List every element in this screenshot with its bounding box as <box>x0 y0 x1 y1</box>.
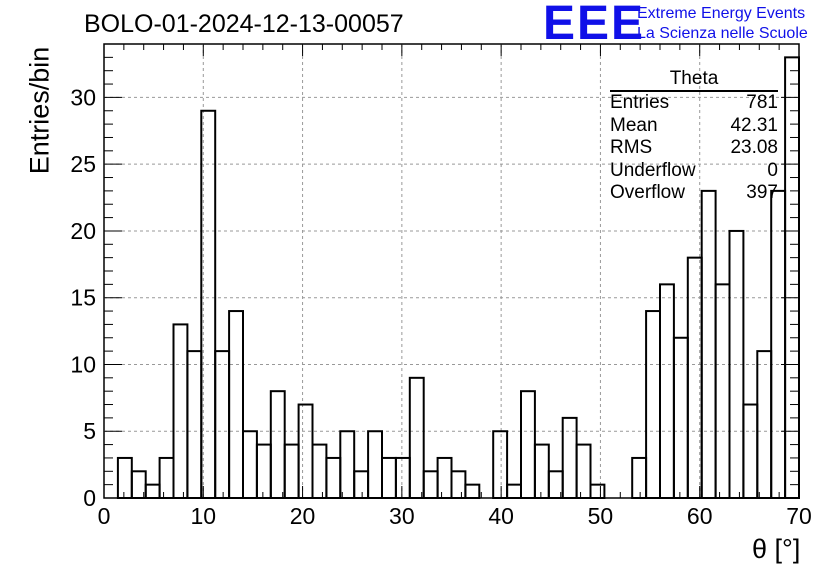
stats-value: 23.08 <box>730 137 778 158</box>
x-tick-label: 50 <box>588 503 614 529</box>
stats-value: 397 <box>746 182 778 203</box>
histogram-bar <box>672 336 689 499</box>
y-tick-label: 25 <box>70 151 96 177</box>
histogram-bar <box>367 430 384 499</box>
histogram-bar <box>520 390 536 500</box>
stats-label: Underflow <box>610 159 696 181</box>
stats-row: Mean 42.31 <box>610 115 778 138</box>
histogram-bar <box>631 456 648 499</box>
histogram-bar <box>394 456 411 499</box>
x-axis-label: θ [°] <box>752 534 801 564</box>
histogram-bar <box>242 430 258 499</box>
grid <box>104 44 799 498</box>
histogram-bar <box>436 456 453 499</box>
histogram-bar <box>700 189 717 499</box>
y-tick-label: 5 <box>83 418 96 444</box>
y-axis-label: Entries/bin <box>24 46 55 175</box>
histogram-bar <box>492 430 509 499</box>
stats-row: Underflow 0 <box>610 160 778 183</box>
logo-text-line2: La Scienza nelle Scuole <box>637 25 808 42</box>
histogram-bar <box>784 56 800 500</box>
y-tick-label: 15 <box>70 285 96 311</box>
y-tick-label: 20 <box>70 218 96 244</box>
stats-box: Theta Entries 781 Mean 42.31 RMS 23.08 U… <box>610 68 778 205</box>
histogram-bars <box>116 56 800 500</box>
stats-label: RMS <box>610 137 653 158</box>
stats-value: 42.31 <box>730 114 778 136</box>
x-tick-label: 0 <box>98 503 111 529</box>
stats-value: 0 <box>767 159 778 181</box>
x-tick-label: 10 <box>190 503 216 529</box>
histogram-bar <box>464 483 481 500</box>
eee-logo: EEE <box>543 0 646 50</box>
stats-label: Entries <box>610 92 670 113</box>
x-tick-label: 30 <box>389 503 415 529</box>
histogram-bar <box>269 390 286 500</box>
stats-row: Overflow 397 <box>610 182 778 205</box>
histogram-bar <box>561 416 578 499</box>
histogram-bar <box>186 350 203 499</box>
histogram-bar <box>381 456 397 499</box>
histogram-bar <box>506 483 523 500</box>
histogram-bar <box>686 256 703 499</box>
x-tick-labels: 0 10 20 30 40 50 60 70 <box>98 503 812 529</box>
histogram-bar <box>589 483 606 500</box>
y-tick-label: 30 <box>70 84 96 110</box>
y-tick-labels: 0 5 10 15 20 25 30 <box>70 84 96 511</box>
x-tick-label: 60 <box>687 503 713 529</box>
x-tick-label: 20 <box>290 503 316 529</box>
histogram-bar <box>408 376 425 499</box>
stats-value: 781 <box>746 92 778 113</box>
histogram-bar <box>283 443 300 499</box>
x-tick-label: 40 <box>488 503 514 529</box>
histogram-bar <box>325 456 342 499</box>
histogram-bar <box>659 283 675 499</box>
y-tick-label: 10 <box>70 351 96 377</box>
histogram-bar <box>450 470 467 500</box>
histogram-bar <box>214 350 231 499</box>
histogram-bar <box>422 470 439 500</box>
histogram-bar <box>116 456 133 499</box>
histogram-bar <box>144 483 161 500</box>
chart-title: BOLO-01-2024-12-13-00057 <box>84 10 404 38</box>
histogram-bar <box>728 229 745 500</box>
histogram-bar <box>339 430 356 499</box>
stats-label: Overflow <box>610 182 685 203</box>
histogram-bar <box>645 310 661 500</box>
histogram-bar <box>353 470 370 500</box>
histogram-bar <box>714 283 731 499</box>
stats-row: RMS 23.08 <box>610 137 778 160</box>
histogram-bar <box>756 350 773 499</box>
stats-row: Entries 781 <box>610 92 778 115</box>
axis-ticks <box>103 43 800 499</box>
histogram-bar <box>575 443 592 499</box>
histogram-bar <box>533 443 550 499</box>
histogram-bar <box>172 323 189 500</box>
histogram-bar <box>228 310 245 500</box>
histogram-bar <box>742 403 759 500</box>
logo-text-line1: Extreme Energy Events <box>637 5 806 22</box>
histogram-bar <box>200 109 217 499</box>
histogram-bar <box>311 443 328 499</box>
histogram-bar <box>158 456 175 499</box>
stats-title: Theta <box>610 68 778 92</box>
stats-label: Mean <box>610 114 658 136</box>
x-tick-label: 70 <box>786 503 812 529</box>
histogram-bar <box>770 189 787 499</box>
y-tick-label: 0 <box>83 485 96 511</box>
histogram-bar <box>255 443 272 499</box>
histogram-bar <box>297 403 314 500</box>
